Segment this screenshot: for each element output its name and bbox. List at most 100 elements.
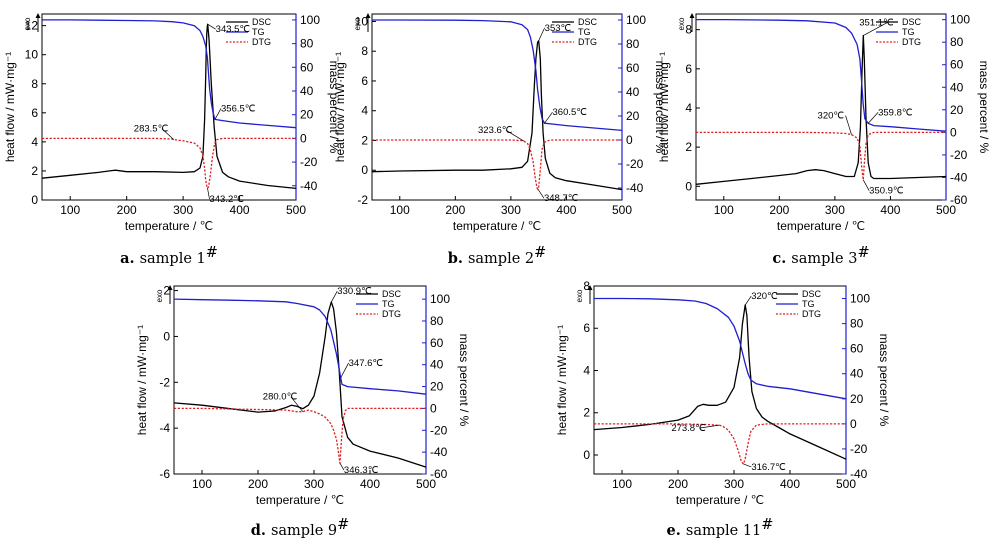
y-right-tick-label: 100 (950, 13, 970, 27)
y-right-axis-label: mass percent / % (653, 61, 667, 154)
x-tick-label: 100 (390, 203, 410, 217)
y-left-tick-label: 12 (25, 19, 39, 33)
annotation-leader (290, 396, 304, 412)
annotation-label: 343.2℃ (209, 194, 244, 205)
y-left-tick-label: 6 (31, 106, 38, 120)
annotation-label: 346.3℃ (344, 465, 379, 476)
y-right-tick-label: 0 (300, 131, 307, 145)
annotation-label: 348.7℃ (544, 193, 579, 204)
y-left-axis-label: heat flow / mW·mg⁻¹ (3, 52, 17, 162)
y-right-tick-label: 0 (430, 401, 437, 415)
y-left-tick-label: 8 (583, 279, 590, 293)
chart-caption: d. sample 9# (251, 517, 350, 539)
x-tick-label: 400 (230, 203, 250, 217)
y-right-tick-label: 0 (950, 125, 957, 139)
caption-text: sample 9 (271, 523, 337, 539)
x-axis-label: temperature / ℃ (453, 219, 541, 233)
annotation-leader (505, 129, 525, 142)
legend-label-dsc: DSC (252, 17, 272, 27)
y-right-tick-label: 60 (300, 60, 314, 74)
annotation-label: 356.5℃ (221, 103, 256, 114)
annotation-leader (867, 112, 879, 124)
y-right-tick-label: -20 (430, 423, 448, 437)
series-line-dsc (695, 34, 947, 185)
annotation-label: 283.5℃ (134, 124, 169, 135)
x-tick-label: 500 (936, 203, 956, 217)
annotation-label: 316.7℃ (751, 462, 786, 473)
y-right-tick-label: 100 (430, 292, 450, 306)
x-tick-label: 100 (612, 477, 632, 491)
y-right-tick-label: -60 (430, 467, 448, 481)
y-left-tick-label: 8 (361, 44, 368, 58)
exo-arrowhead-icon (365, 13, 371, 18)
annotation-label: 353℃ (545, 23, 572, 34)
annotation-label: 273.8℃ (671, 423, 706, 434)
y-left-tick-label: 6 (583, 321, 590, 335)
x-tick-label: 300 (825, 203, 845, 217)
exo-arrowhead-icon (587, 285, 593, 290)
annotation-label: 350.9℃ (869, 186, 904, 197)
legend-label-tg: TG (382, 299, 395, 309)
annotation-leader (743, 463, 752, 468)
annotation-leader (340, 362, 349, 378)
x-tick-label: 100 (60, 203, 80, 217)
y-right-tick-label: 80 (626, 37, 640, 51)
y-left-axis-label: heat flow / mW·mg⁻¹ (657, 52, 671, 162)
annotation-label: 280.0℃ (263, 392, 298, 403)
annotation-label: 359.8℃ (878, 107, 913, 118)
y-right-tick-label: 100 (300, 13, 320, 27)
caption-superscript: # (761, 517, 773, 533)
legend-label-dsc: DSC (382, 289, 402, 299)
exo-label: exo (677, 17, 686, 30)
series-line-dtg (42, 137, 296, 189)
x-tick-label: 300 (724, 477, 744, 491)
y-right-tick-label: -60 (950, 193, 968, 207)
y-right-tick-label: -20 (300, 155, 318, 169)
y-right-tick-label: 60 (850, 342, 864, 356)
series-line-tg (173, 298, 427, 395)
x-axis-label: temperature / ℃ (777, 219, 865, 233)
chart-panel-4: 100 200 300 400 500-6-4-202-60-40-2002040608… (135, 284, 471, 539)
annotation-leader (544, 111, 553, 124)
legend-label-dsc: DSC (902, 17, 922, 27)
y-left-tick-label: 0 (163, 329, 170, 343)
y-right-tick-label: 0 (626, 133, 633, 147)
x-tick-label: 500 (612, 203, 632, 217)
series-line-dtg (174, 407, 426, 464)
x-tick-label: 300 (501, 203, 521, 217)
x-tick-label: 100 (714, 203, 734, 217)
x-axis-label: temperature / ℃ (256, 493, 344, 507)
chart-panel-1: 100 200 300 400 500 0 2 4 6 8 10 12 -40 -20 0 20 40 60 80 1… (3, 13, 341, 267)
y-left-tick-label: 10 (25, 48, 39, 62)
y-left-tick-label: 8 (685, 23, 692, 37)
y-right-tick-label: 40 (430, 358, 444, 372)
exo-label: exo (155, 289, 164, 302)
annotation-leader (862, 179, 870, 191)
annotation-leader (537, 189, 545, 199)
x-axis-label: temperature / ℃ (676, 493, 764, 507)
y-left-axis-label: heat flow / mW·mg⁻¹ (555, 325, 569, 435)
y-right-axis-label: mass percent / % (327, 61, 341, 154)
caption-superscript: # (206, 245, 218, 261)
y-right-tick-label: 80 (950, 35, 964, 49)
series-line-dsc (41, 23, 297, 190)
y-left-tick-label: 4 (583, 363, 590, 377)
series-line-dtg (594, 423, 846, 465)
chart-caption: a. sample 1# (120, 245, 218, 267)
y-left-tick-label: 6 (361, 74, 368, 88)
y-left-tick-label: 2 (583, 406, 590, 420)
y-right-axis-label: mass percent / % (877, 334, 891, 427)
x-tick-label: 400 (880, 203, 900, 217)
annotation-leader (161, 128, 175, 140)
x-tick-label: 400 (556, 203, 576, 217)
x-tick-label: 400 (360, 477, 380, 491)
y-left-axis-label: heat flow / mW·mg⁻¹ (135, 325, 149, 435)
x-tick-label: 500 (416, 477, 436, 491)
y-left-tick-label: -4 (159, 421, 170, 435)
series-line-dsc (371, 40, 623, 191)
series-line-tg (594, 297, 847, 400)
y-right-tick-label: 40 (850, 367, 864, 381)
chart-panel-5: 100 200 300 400 500 0 2 4 6 8 -40 -20 0 20 40 60 80 100 te… (555, 279, 891, 539)
annotation-leader (863, 22, 888, 36)
exo-arrowhead-icon (35, 13, 41, 18)
